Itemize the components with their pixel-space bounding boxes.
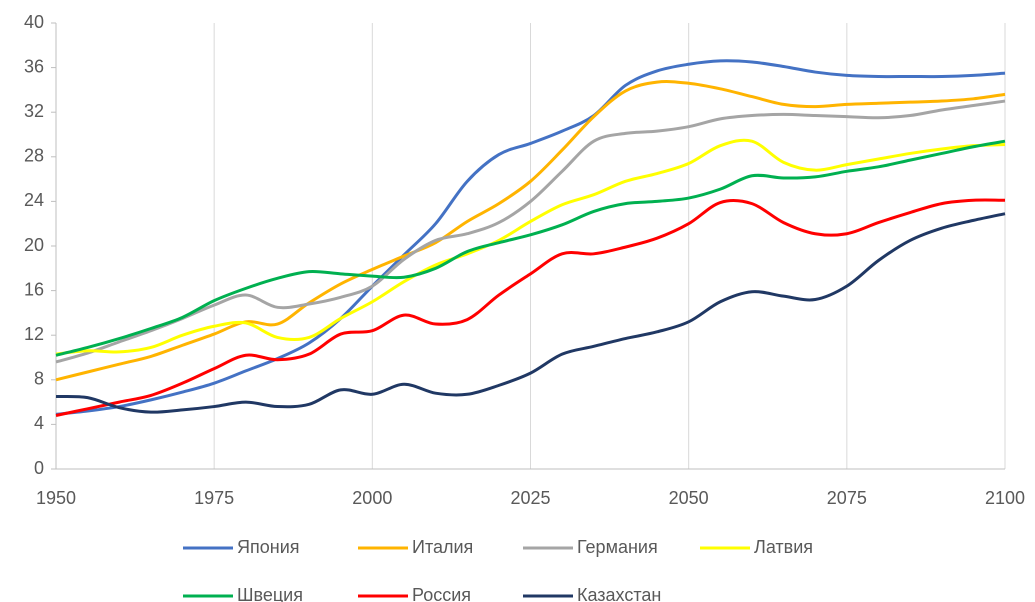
y-tick-label: 24	[24, 190, 44, 210]
y-tick-label: 8	[34, 369, 44, 389]
y-tick-label: 4	[34, 413, 44, 433]
legend-label: Россия	[412, 585, 471, 602]
x-tick-label: 1950	[36, 488, 76, 508]
x-tick-label: 2025	[510, 488, 550, 508]
legend-label: Япония	[237, 537, 300, 557]
line	[55, 139, 1006, 357]
x-tick-label: 2000	[352, 488, 392, 508]
y-tick-label: 36	[24, 56, 44, 76]
line	[55, 99, 1006, 364]
line	[55, 212, 1006, 414]
x-tick-label: 2100	[985, 488, 1025, 508]
y-tick-label: 40	[24, 12, 44, 32]
legend-label: Германия	[577, 537, 658, 557]
y-tick-label: 32	[24, 101, 44, 121]
legend-label: Италия	[412, 537, 473, 557]
y-tick-label: 0	[34, 458, 44, 478]
legend-label: Швеция	[237, 585, 303, 602]
line	[55, 80, 1006, 382]
x-tick-label: 2050	[669, 488, 709, 508]
legend-label: Казахстан	[577, 585, 661, 602]
legend-label: Латвия	[754, 537, 813, 557]
line	[55, 59, 1006, 416]
x-tick-label: 1975	[194, 488, 234, 508]
line	[55, 198, 1006, 417]
y-tick-label: 20	[24, 235, 44, 255]
y-tick-label: 12	[24, 324, 44, 344]
y-tick-label: 28	[24, 146, 44, 166]
y-tick-label: 16	[24, 279, 44, 299]
line	[55, 138, 1006, 356]
x-tick-label: 2075	[827, 488, 867, 508]
